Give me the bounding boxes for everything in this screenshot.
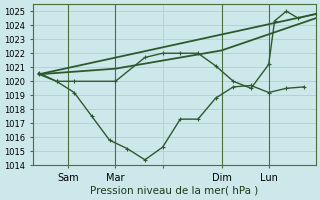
X-axis label: Pression niveau de la mer( hPa ): Pression niveau de la mer( hPa ) [90,186,259,196]
